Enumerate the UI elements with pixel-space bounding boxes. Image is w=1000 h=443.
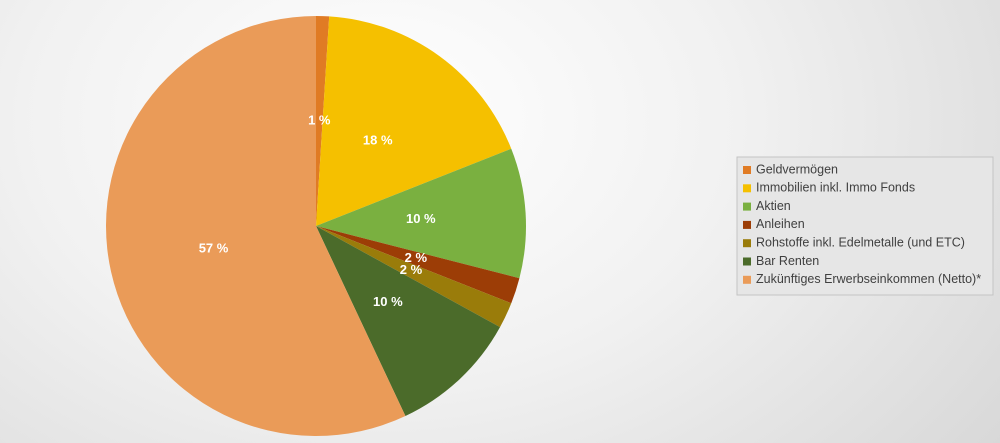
legend-label: Zukünftiges Erwerbseinkommen (Netto)* — [756, 272, 981, 286]
legend-box — [736, 156, 994, 296]
legend-swatch — [743, 257, 751, 266]
legend-label: Rohstoffe inkl. Edelmetalle (und ETC) — [756, 235, 965, 249]
legend-swatch — [743, 239, 751, 248]
pie-slice — [106, 16, 406, 436]
data-label: 57 % — [199, 240, 229, 255]
pie-slice — [316, 148, 526, 279]
pie-slice — [316, 226, 512, 328]
legend-swatch — [743, 275, 751, 284]
legend-swatch — [743, 166, 751, 174]
legend-label: Immobilien inkl. Immo Fonds — [756, 181, 915, 195]
pie-slice — [316, 16, 330, 226]
legend-swatch — [743, 220, 751, 229]
data-label: 2 % — [405, 250, 428, 265]
data-label: 18 % — [363, 132, 393, 147]
data-label: 2 % — [400, 262, 423, 277]
pie-slice — [316, 226, 501, 417]
data-label: 1 % — [308, 112, 331, 127]
legend-swatch — [743, 184, 751, 193]
legend-label: Anleihen — [756, 217, 805, 231]
legend-swatch — [743, 202, 751, 211]
data-label: 10 % — [373, 294, 403, 309]
pie-slice — [316, 226, 520, 304]
legend-label: Aktien — [756, 199, 791, 213]
legend-label: Geldvermögen — [756, 162, 838, 176]
pie-slice — [316, 16, 512, 227]
data-label: 10 % — [406, 211, 436, 226]
legend-label: Bar Renten — [756, 254, 819, 268]
